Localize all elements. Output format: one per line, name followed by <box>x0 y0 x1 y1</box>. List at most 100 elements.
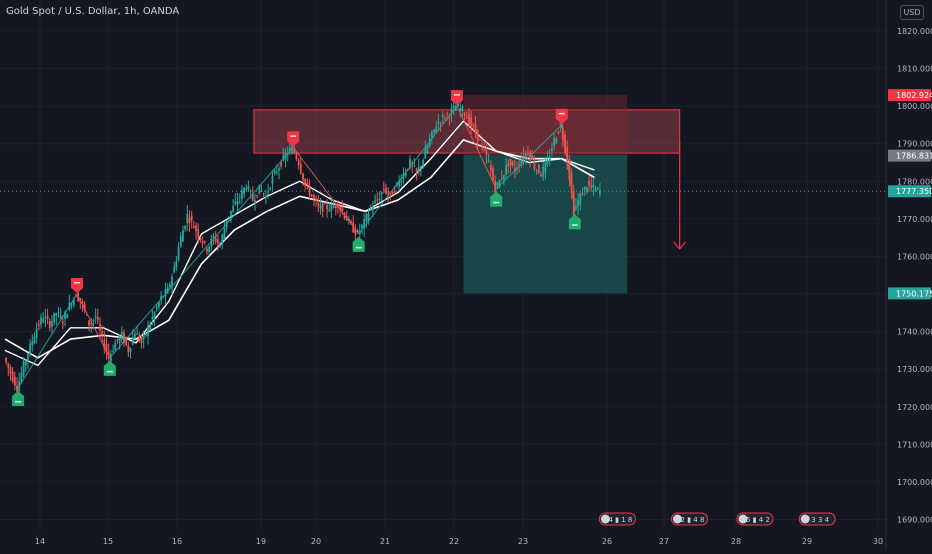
candle-body <box>223 227 226 240</box>
candle-body <box>472 124 475 126</box>
candle-body <box>599 190 601 194</box>
stop-zone <box>463 94 628 155</box>
price-tick-label: 1820.000 <box>897 27 932 36</box>
candle-body <box>64 312 66 319</box>
candle-body <box>293 147 296 153</box>
candle-body <box>103 339 106 349</box>
candle-body <box>509 158 512 166</box>
candle-body <box>94 316 97 318</box>
candle-body <box>369 206 372 210</box>
event-flag-icon <box>800 514 810 524</box>
pivot-low-marker-mark <box>571 224 578 226</box>
candle-body <box>378 198 381 200</box>
candle-body <box>387 191 390 195</box>
candle-body <box>446 112 449 114</box>
price-tick-label: 1810.000 <box>897 65 932 74</box>
candle-body <box>33 336 36 344</box>
candle-body <box>507 163 510 166</box>
pivot-low-marker-mark <box>355 246 362 249</box>
candle-body <box>61 321 64 324</box>
candle-body <box>101 331 104 336</box>
candle-body <box>92 319 95 322</box>
candle-body <box>144 333 147 336</box>
candle-body <box>112 350 114 352</box>
event-flag-icon <box>600 514 610 524</box>
candle-body <box>540 174 542 177</box>
pivot-markers <box>12 90 581 406</box>
candle-body <box>496 182 499 186</box>
candle-body <box>221 234 224 243</box>
candle-body <box>306 182 309 186</box>
candle-body <box>275 171 278 173</box>
price-tick-label: 1710.000 <box>897 440 932 449</box>
candle-body <box>192 226 195 228</box>
event-count-label: 5 ▮ 4 2 <box>746 516 770 524</box>
price-axis[interactable]: 1690.000 1700.000 1710.000 1720.000 1730.000… <box>888 27 932 525</box>
candle-body <box>214 237 217 243</box>
price-tick-label: 1730.000 <box>897 365 932 374</box>
candle-body <box>524 153 527 157</box>
zigzag-segment <box>456 105 497 189</box>
candle-body <box>37 324 40 326</box>
candle-body <box>470 117 473 126</box>
candle-body <box>81 301 84 304</box>
candle-body <box>531 155 534 160</box>
candle-body <box>548 157 551 162</box>
candle-body <box>273 170 276 174</box>
event-count-label: 4 ▮ 1 8 <box>608 516 632 524</box>
candle-body <box>487 160 490 162</box>
candle-body <box>304 178 307 185</box>
candle-body <box>46 315 49 319</box>
candle-body <box>230 210 232 216</box>
candle-body <box>465 117 468 119</box>
candle-body <box>186 213 189 224</box>
time-tick-label: 19 <box>256 537 266 546</box>
price-label-badge <box>888 89 931 102</box>
event-count-label: 3 3 4 <box>811 516 829 524</box>
candle-body <box>302 173 304 181</box>
zones <box>0 94 886 294</box>
candle-body <box>452 105 455 109</box>
candle-body <box>555 138 558 144</box>
candle-body <box>243 187 245 194</box>
candle-body <box>147 325 149 336</box>
price-tick-label: 1740.000 <box>897 328 932 337</box>
candle-body <box>29 343 32 356</box>
price-tick-label: 1770.000 <box>897 215 932 224</box>
candle-body <box>537 164 540 174</box>
candle-body <box>404 172 407 176</box>
event-flag-icon <box>738 514 748 524</box>
zigzag-segment <box>561 124 576 212</box>
candle-body <box>430 131 433 139</box>
candle-body <box>527 153 529 155</box>
candle-body <box>42 318 45 323</box>
candle-body <box>323 203 326 205</box>
candle-body <box>575 205 577 209</box>
candle-body <box>400 181 403 184</box>
time-tick-label: 21 <box>380 537 390 546</box>
candle-body <box>31 341 34 346</box>
annotations <box>673 139 687 250</box>
candle-body <box>317 203 320 206</box>
candle-body <box>210 238 213 247</box>
candle-body <box>280 162 283 167</box>
candle-body <box>376 199 379 201</box>
pivot-low-marker-mark <box>15 400 22 403</box>
candle-body <box>9 367 12 374</box>
candle-body <box>260 190 263 192</box>
symbol-title[interactable]: Gold Spot / U.S. Dollar, 1h, OANDA <box>6 6 180 17</box>
time-axis[interactable]: 14 15 16 19 20 21 22 23 26 27 28 29 30 <box>35 537 883 546</box>
candle-body <box>459 107 462 112</box>
candle-body <box>308 187 311 196</box>
candle-body <box>474 124 477 133</box>
candle-body <box>35 328 38 338</box>
candle-body <box>40 317 42 325</box>
price-label-text: 1777.350 <box>896 187 932 196</box>
event-flag-icon <box>672 514 682 524</box>
candle-body <box>328 209 331 211</box>
currency-badge[interactable]: USD <box>900 5 924 20</box>
price-tick-label: 1790.000 <box>897 140 932 149</box>
candle-body <box>505 164 507 175</box>
candle-body <box>51 321 53 327</box>
